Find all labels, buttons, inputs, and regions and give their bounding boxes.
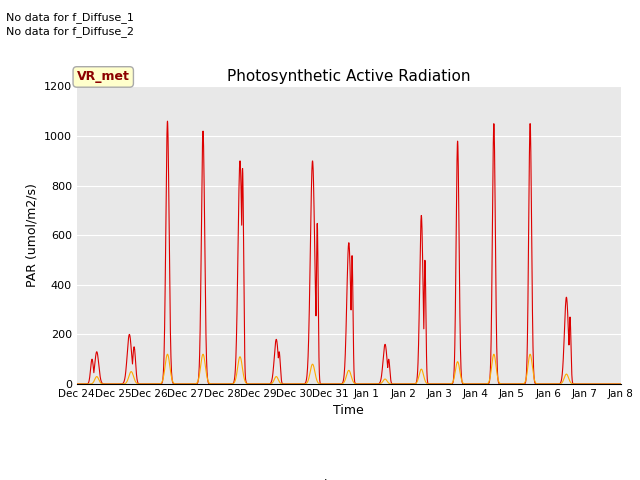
- PAR out: [617, 381, 625, 387]
- PAR in: [282, 381, 289, 387]
- PAR in: [135, 381, 143, 387]
- PAR in: [305, 314, 313, 320]
- PAR out: [168, 373, 175, 379]
- PAR in: [581, 381, 589, 387]
- Line: PAR in: PAR in: [77, 121, 621, 384]
- PAR in: [617, 381, 625, 387]
- PAR out: [581, 381, 589, 387]
- PAR in: [73, 381, 81, 387]
- Y-axis label: PAR (umol/m2/s): PAR (umol/m2/s): [25, 183, 38, 287]
- Title: Photosynthetic Active Radiation: Photosynthetic Active Radiation: [227, 69, 470, 84]
- PAR out: [73, 381, 81, 387]
- Text: VR_met: VR_met: [77, 71, 130, 84]
- PAR in: [607, 381, 614, 387]
- PAR out: [305, 374, 313, 380]
- Text: No data for f_Diffuse_2: No data for f_Diffuse_2: [6, 26, 134, 37]
- PAR out: [135, 381, 143, 387]
- PAR out: [164, 351, 172, 357]
- PAR in: [168, 365, 175, 371]
- PAR in: [164, 118, 172, 124]
- PAR in: [548, 381, 556, 387]
- Line: PAR out: PAR out: [77, 354, 621, 384]
- Legend: PAR in, PAR out: PAR in, PAR out: [250, 474, 448, 480]
- PAR out: [282, 381, 289, 387]
- Text: No data for f_Diffuse_1: No data for f_Diffuse_1: [6, 12, 134, 23]
- PAR out: [607, 381, 614, 387]
- X-axis label: Time: Time: [333, 405, 364, 418]
- PAR out: [548, 381, 556, 387]
